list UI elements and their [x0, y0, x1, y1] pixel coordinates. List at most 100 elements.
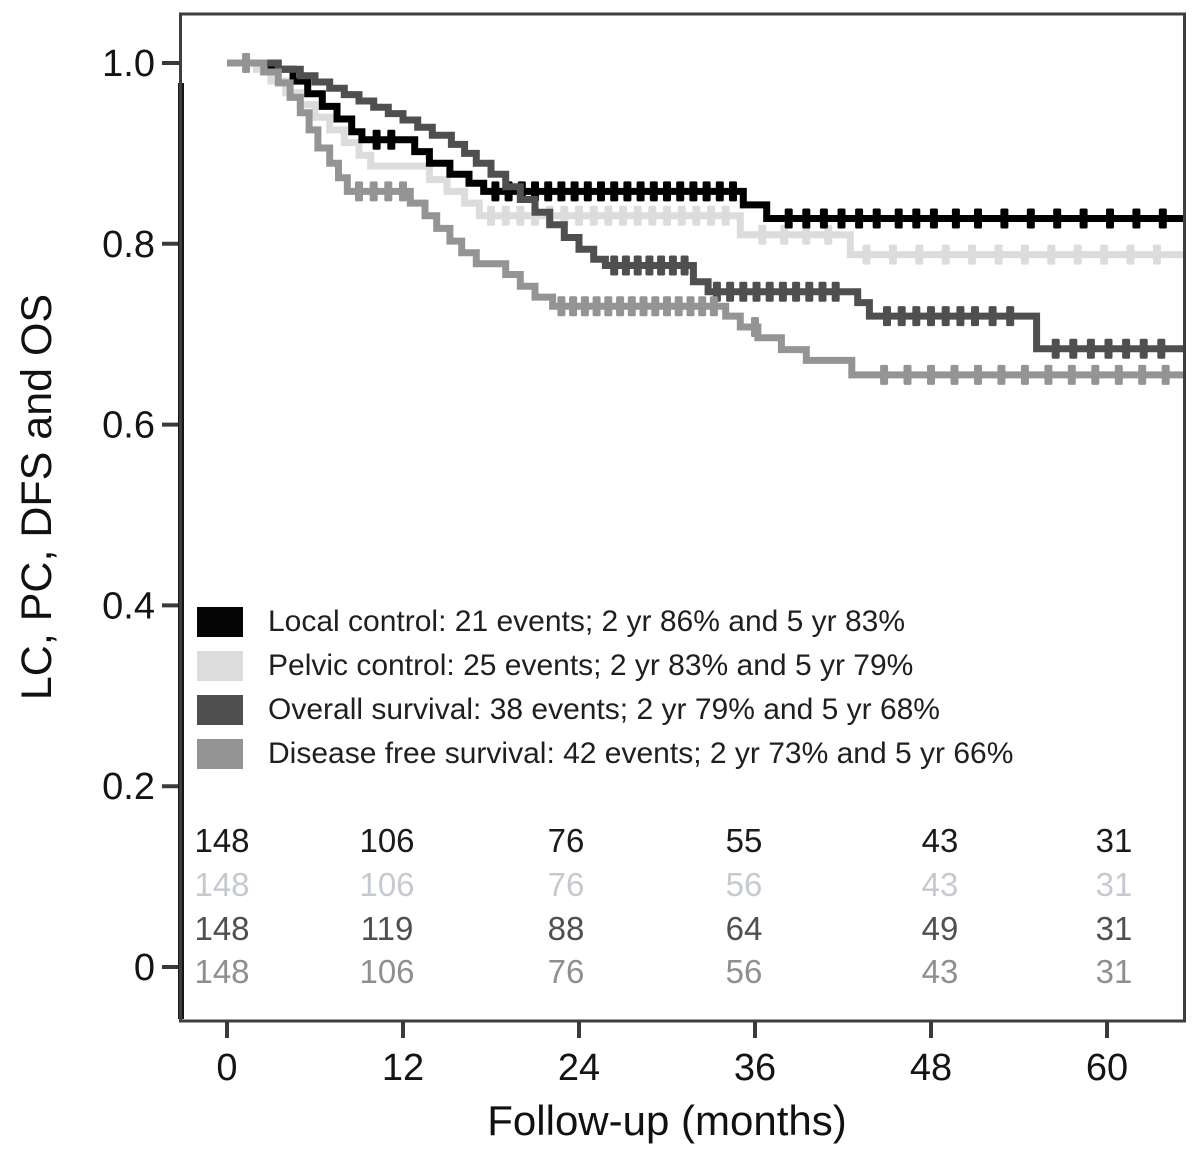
censor-mark-overall-survival: [645, 255, 654, 276]
censor-mark-pelvic-control: [1047, 244, 1056, 265]
censor-mark-pelvic-control: [721, 205, 730, 226]
censor-mark-local-control: [837, 208, 846, 229]
censor-mark-overall-survival: [1122, 338, 1131, 359]
censor-mark-local-control: [1079, 208, 1088, 229]
risk-count-overall-survival-m60: 31: [1095, 910, 1133, 947]
censor-mark-disease-free-survival: [686, 296, 695, 317]
censor-mark-local-control: [649, 181, 658, 202]
censor-mark-disease-free-survival: [1020, 364, 1029, 385]
risk-count-overall-survival-m0: 148: [194, 910, 250, 947]
censor-mark-local-control: [570, 181, 579, 202]
censor-mark-overall-survival: [883, 306, 891, 327]
censor-mark-overall-survival: [680, 255, 689, 276]
censor-mark-overall-survival: [739, 281, 748, 302]
legend-label: Disease free survival: 42 events; 2 yr 7…: [268, 737, 1014, 770]
risk-count-local-control-m24: 76: [547, 822, 585, 859]
censor-mark-local-control: [544, 181, 553, 202]
risk-count-disease-free-survival-m48: 43: [921, 953, 959, 990]
censor-mark-local-control: [689, 181, 698, 202]
censor-mark-disease-free-survival: [950, 364, 959, 385]
censor-mark-overall-survival: [621, 255, 630, 276]
censor-mark-disease-free-survival: [903, 364, 912, 385]
censor-mark-overall-survival: [633, 255, 642, 276]
censor-mark-pelvic-control: [575, 205, 583, 226]
censor-mark-overall-survival: [897, 306, 906, 327]
censor-mark-disease-free-survival: [997, 364, 1006, 385]
x-tick-label: 24: [558, 1047, 600, 1089]
censor-mark-disease-free-survival: [651, 296, 660, 317]
censor-mark-overall-survival: [941, 306, 950, 327]
censor-mark-disease-free-survival: [1114, 364, 1123, 385]
censor-mark-pelvic-control: [663, 205, 671, 226]
y-tick-label: 0.4: [102, 585, 155, 627]
censor-mark-overall-survival: [1006, 306, 1015, 327]
censor-mark-disease-free-survival: [569, 296, 578, 317]
censor-mark-pelvic-control: [824, 224, 833, 245]
censor-mark-disease-free-survival: [384, 181, 393, 202]
censor-mark-overall-survival: [1139, 338, 1148, 359]
x-tick-label: 48: [910, 1047, 952, 1089]
risk-count-disease-free-survival-m12: 106: [359, 953, 415, 990]
censor-mark-overall-survival: [610, 255, 619, 276]
censor-mark-pelvic-control: [1100, 244, 1109, 265]
censor-mark-pelvic-control: [1073, 244, 1082, 265]
censor-mark-local-control: [387, 129, 396, 150]
censor-mark-overall-survival: [971, 306, 979, 327]
censor-mark-overall-survival: [1051, 338, 1060, 359]
censor-mark-pelvic-control: [862, 244, 871, 265]
censor-mark-disease-free-survival: [674, 296, 683, 317]
risk-count-pelvic-control-m0: 148: [194, 866, 250, 903]
censor-mark-overall-survival: [726, 281, 735, 302]
risk-count-local-control-m12: 106: [359, 822, 415, 859]
censor-mark-disease-free-survival: [399, 181, 407, 202]
risk-count-overall-survival-m12: 119: [360, 910, 414, 947]
risk-count-disease-free-survival-m36: 56: [725, 953, 763, 990]
x-tick-label: 0: [216, 1047, 237, 1089]
censor-mark-pelvic-control: [758, 224, 767, 245]
censor-mark-pelvic-control: [589, 205, 598, 226]
x-tick-label: 12: [382, 1047, 424, 1089]
censor-mark-disease-free-survival: [627, 296, 636, 317]
censor-mark-overall-survival: [778, 281, 787, 302]
risk-count-pelvic-control-m36: 56: [725, 866, 763, 903]
censor-mark-local-control: [597, 181, 605, 202]
censor-mark-local-control: [636, 181, 645, 202]
survival-curve-disease-free-survival: [227, 59, 1185, 379]
censor-mark-pelvic-control: [707, 205, 715, 226]
censor-mark-disease-free-survival: [698, 296, 707, 317]
censor-mark-disease-free-survival: [355, 181, 363, 202]
risk-count-disease-free-survival-m0: 148: [194, 953, 250, 990]
censor-mark-disease-free-survival: [580, 296, 589, 317]
risk-count-pelvic-control-m60: 31: [1095, 866, 1133, 903]
censor-mark-overall-survival: [927, 306, 935, 327]
censor-mark-pelvic-control: [648, 205, 657, 226]
censor-mark-local-control: [583, 181, 592, 202]
censor-mark-pelvic-control: [802, 224, 811, 245]
censor-mark-disease-free-survival: [242, 53, 251, 73]
censor-mark-pelvic-control: [1152, 244, 1161, 265]
censor-mark-overall-survival: [668, 255, 677, 276]
censor-mark-local-control: [1106, 208, 1114, 229]
censor-mark-pelvic-control: [915, 244, 924, 265]
risk-count-disease-free-survival-m60: 31: [1095, 953, 1133, 990]
censor-mark-pelvic-control: [888, 244, 897, 265]
censor-mark-pelvic-control: [633, 205, 642, 226]
censor-mark-local-control: [623, 181, 632, 202]
censor-mark-overall-survival: [1104, 338, 1113, 359]
censor-mark-disease-free-survival: [709, 296, 718, 317]
censor-mark-local-control: [819, 208, 828, 229]
censor-mark-local-control: [784, 208, 793, 229]
censor-mark-disease-free-survival: [639, 296, 648, 317]
censor-mark-overall-survival: [752, 281, 761, 302]
y-tick-label: 1.0: [102, 43, 155, 85]
legend-swatch-pelvic-control: [197, 651, 243, 681]
censor-mark-overall-survival: [988, 306, 997, 327]
y-tick-label: 0: [134, 947, 155, 989]
censor-mark-pelvic-control: [780, 224, 789, 245]
censor-mark-disease-free-survival: [1067, 364, 1076, 385]
censor-mark-overall-survival: [1157, 338, 1166, 359]
survival-curve-pelvic-control: [227, 59, 1185, 259]
censor-mark-local-control: [894, 208, 903, 229]
censor-mark-local-control: [1158, 208, 1167, 229]
